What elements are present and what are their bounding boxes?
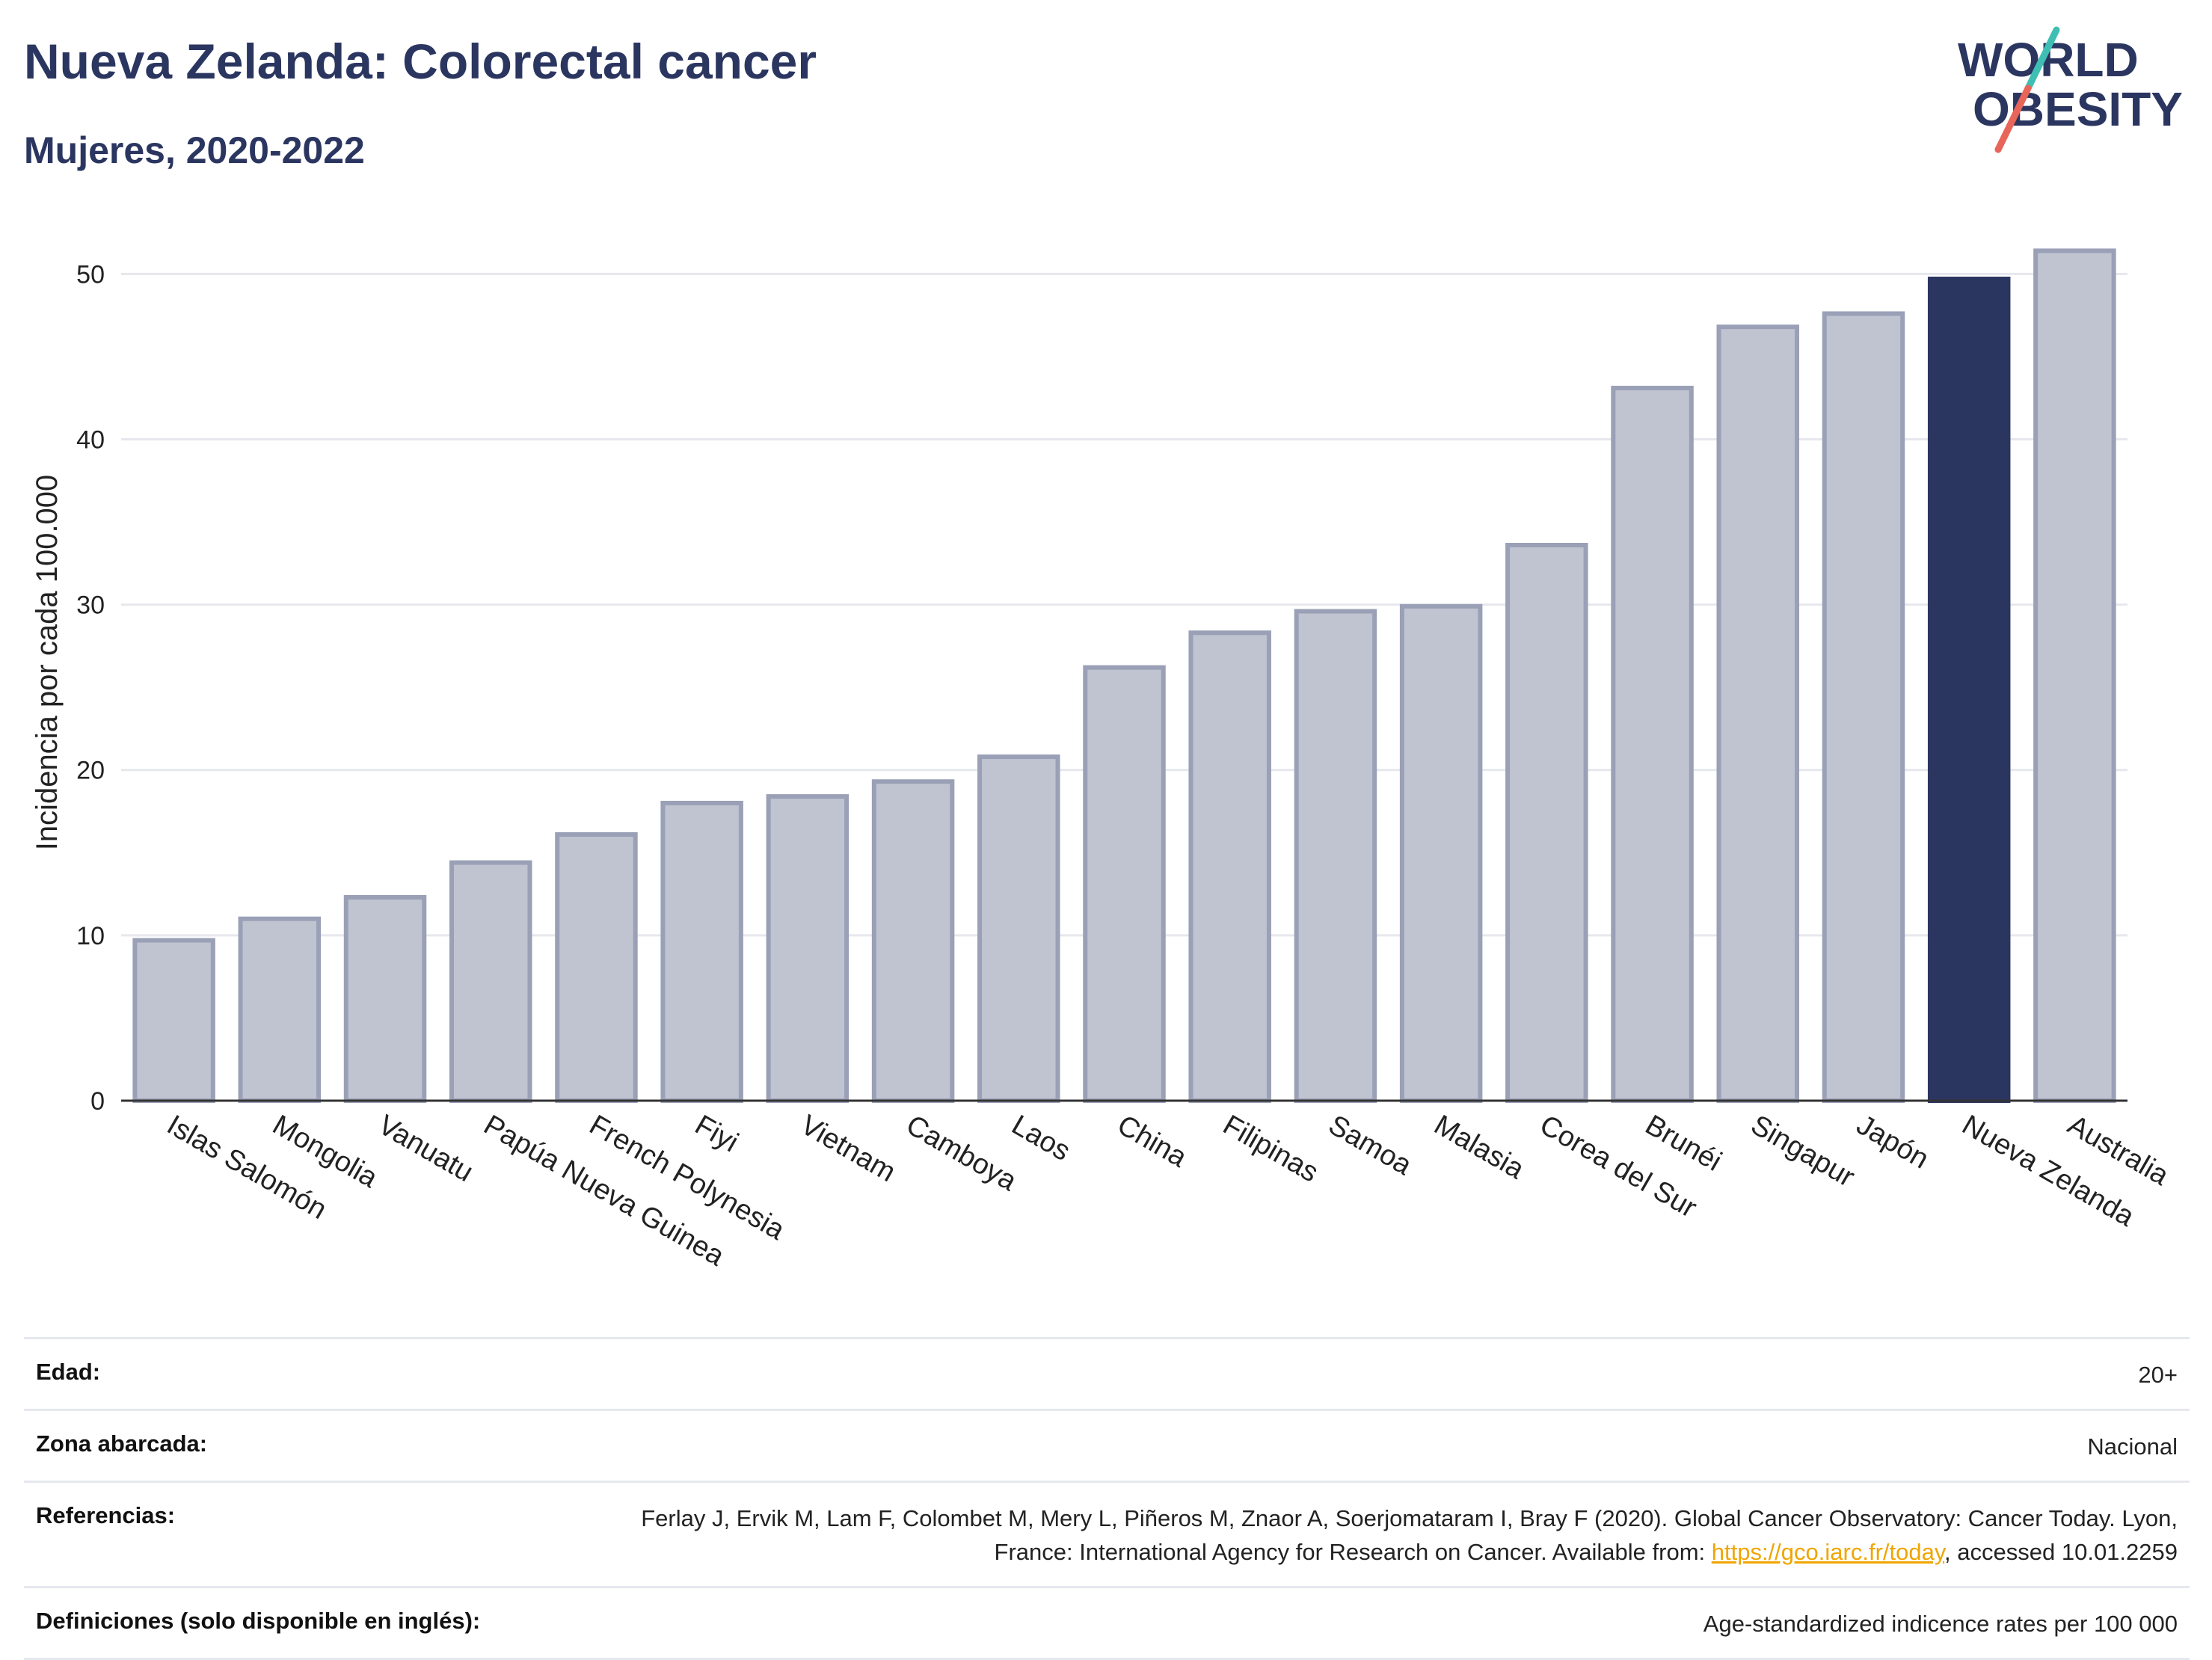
reference-link[interactable]: https://gco.iarc.fr/today: [1711, 1538, 1945, 1565]
x-tick-label: Vietnam: [795, 1109, 900, 1188]
x-tick-label: Filipinas: [1217, 1109, 1324, 1188]
bar-china: [1083, 665, 1166, 1103]
y-tick-label: 0: [90, 1087, 105, 1116]
bar-mongolia: [238, 916, 322, 1104]
meta-value: 20+: [2138, 1362, 2178, 1388]
x-tick-label: Camboya: [901, 1109, 1023, 1197]
world-obesity-logo: WORLD OBESITY: [1958, 26, 2183, 153]
y-tick-label: 10: [76, 922, 105, 950]
logo-slash-teal: [2024, 26, 2060, 92]
meta-row-references: Referencias: Ferlay J, Ervik M, Lam F, C…: [24, 1480, 2190, 1586]
logo-slash-red: [1994, 84, 2032, 153]
bar-fiyi: [660, 800, 743, 1104]
bar-nueva-zelanda: [1927, 276, 2011, 1103]
bars: [132, 248, 2116, 1104]
bar-malasia: [1399, 603, 1483, 1103]
meta-row-definitions: Definiciones (solo disponible en inglés)…: [24, 1585, 2190, 1660]
bar-brun-i: [1611, 385, 1694, 1103]
chart-title: Nueva Zelanda: Colorectal cancer: [24, 34, 817, 89]
bar-vanuatu: [343, 895, 427, 1104]
metadata-table: Edad: 20+ Zona abarcada: Nacional Refere…: [24, 1337, 2190, 1660]
x-tick-label: Laos: [1007, 1109, 1075, 1167]
y-axis-label: Incidencia por cada 100.000: [31, 475, 64, 851]
bar-jap-n: [1822, 311, 1905, 1103]
x-tick-label: Fiyi: [689, 1109, 743, 1158]
y-tick-label: 50: [76, 260, 105, 289]
meta-value: Age-standardized indicence rates per 100…: [1703, 1610, 2178, 1637]
x-tick-label: Vanuatu: [373, 1109, 479, 1188]
meta-value: Ferlay J, Ervik M, Lam F, Colombet M, Me…: [570, 1502, 2178, 1570]
x-tick-label: Samoa: [1323, 1109, 1417, 1181]
bar-samoa: [1294, 609, 1377, 1103]
meta-label: Referencias:: [36, 1501, 176, 1528]
bar-camboya: [871, 779, 955, 1103]
meta-label: Zona abarcada:: [36, 1430, 208, 1457]
meta-label: Edad:: [36, 1359, 101, 1385]
bar-singapur: [1716, 325, 1800, 1103]
x-tick-label: Brunéi: [1640, 1109, 1727, 1177]
y-tick-label: 30: [76, 591, 105, 620]
bar-filipinas: [1188, 630, 1271, 1103]
meta-value: Nacional: [2087, 1433, 2178, 1460]
bar-french-polynesia: [555, 831, 638, 1104]
bar-corea-del-sur: [1505, 542, 1588, 1103]
bar-laos: [977, 754, 1060, 1103]
meta-row-age: Edad: 20+: [24, 1337, 2190, 1409]
bar-islas-salom-n: [132, 938, 215, 1103]
x-tick-label: China: [1112, 1109, 1193, 1173]
x-tick-label: Malasia: [1429, 1109, 1530, 1185]
y-tick-label: 20: [76, 757, 105, 785]
bar-vietnam: [766, 794, 850, 1103]
meta-label: Definiciones (solo disponible en inglés)…: [36, 1607, 481, 1634]
y-tick-label: 40: [76, 425, 105, 454]
reference-text: Ferlay J, Ervik M, Lam F, Colombet M, Me…: [641, 1504, 2178, 1565]
bar-pap-a-nueva-guinea: [449, 860, 532, 1103]
bar-australia: [2033, 248, 2116, 1104]
x-tick-label: Singapur: [1745, 1109, 1860, 1193]
meta-row-area: Zona abarcada: Nacional: [24, 1408, 2190, 1481]
x-tick-label: Japón: [1851, 1109, 1934, 1175]
x-tick-label: Nueva Zelanda: [1957, 1109, 2140, 1233]
reference-accessed: , accessed 10.01.2259: [1944, 1538, 2178, 1565]
chart-subtitle: Mujeres, 2020-2022: [24, 129, 365, 171]
